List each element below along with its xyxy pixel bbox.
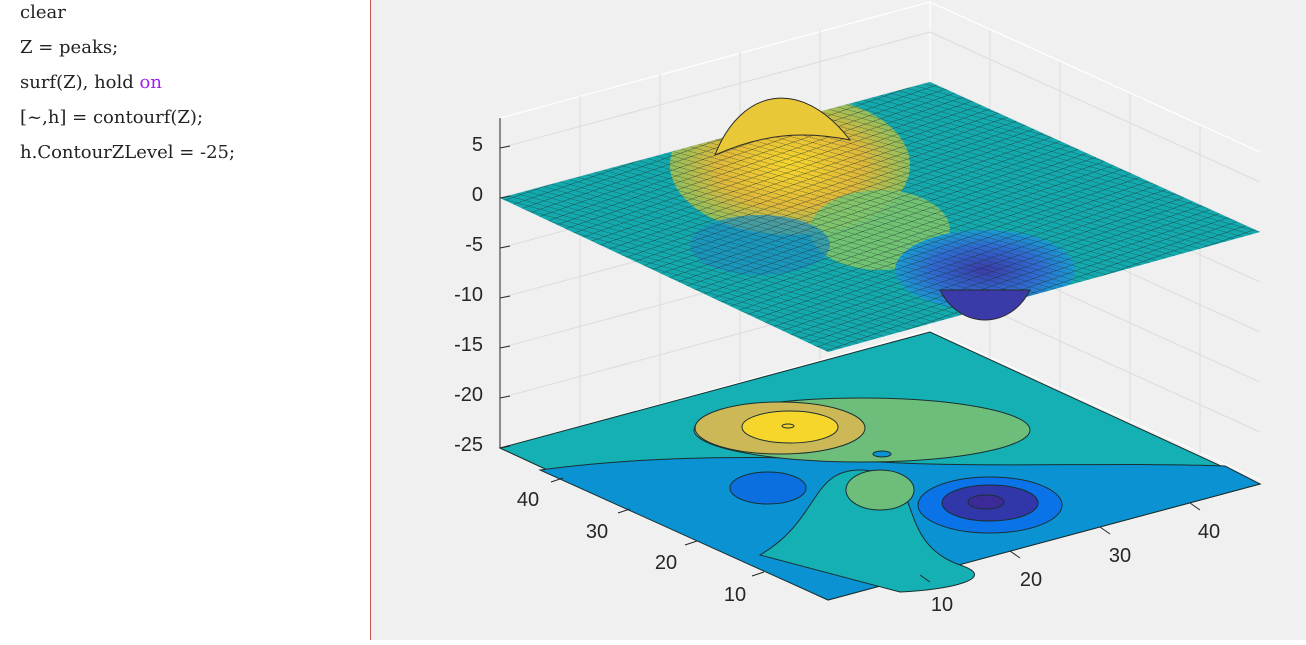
plot-axes[interactable]: 5 0 -5 -10 -15 -20 -25 10 20 30 40 [371,0,1306,640]
y-tick-label: 20 [655,552,677,574]
code-line-5[interactable]: h.ContourZLevel = -25; [20,142,235,163]
z-tick-label: 5 [472,134,483,156]
figure-window: 5 0 -5 -10 -15 -20 -25 10 20 30 40 [371,0,1306,640]
code-editor[interactable]: clear Z = peaks; surf(Z), hold on [~,h] … [0,0,370,640]
z-tick-label: -25 [454,434,483,456]
contour-plane [498,331,1262,601]
y-tick-label: 10 [724,584,746,606]
x-axis: 10 20 30 40 [919,502,1220,616]
editor-figure-divider[interactable] [370,0,371,640]
z-tick-label: 0 [472,184,483,206]
x-tick-label: 30 [1109,545,1131,567]
code-keyword: on [139,72,162,93]
code-text: h.ContourZLevel = -25; [20,142,236,163]
surface-plot [500,82,1260,352]
y-tick-label: 30 [586,521,608,543]
x-tick-label: 10 [931,594,953,616]
x-tick-label: 20 [1020,569,1042,591]
code-text: surf(Z), hold [20,72,140,93]
code-text: clear [20,2,66,23]
x-tick-label: 40 [1198,521,1220,543]
z-axis: 5 0 -5 -10 -15 -20 -25 [454,134,511,456]
y-tick-label: 40 [517,489,539,511]
code-text: [~,h] = contourf(Z); [20,107,204,128]
code-line-2[interactable]: Z = peaks; [20,37,118,58]
y-axis: 10 20 30 40 [517,477,765,606]
z-tick-label: -10 [454,284,483,306]
code-line-4[interactable]: [~,h] = contourf(Z); [20,107,203,128]
code-line-1[interactable]: clear [20,2,66,23]
z-tick-label: -5 [465,234,483,256]
z-tick-label: -20 [454,384,483,406]
code-text: Z = peaks; [20,37,119,58]
z-tick-label: -15 [454,334,483,356]
code-line-3[interactable]: surf(Z), hold on [20,72,162,93]
